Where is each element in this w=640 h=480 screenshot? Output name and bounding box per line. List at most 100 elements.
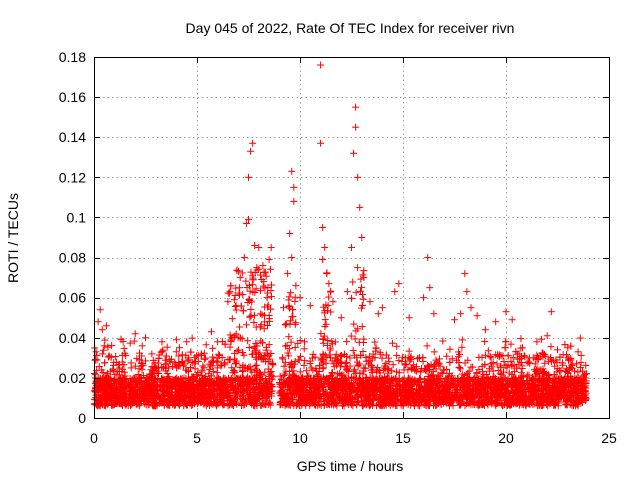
data-point: [500, 358, 508, 366]
data-point: [287, 289, 295, 297]
data-point: [175, 352, 183, 360]
data-point: [238, 269, 246, 277]
data-point: [547, 343, 555, 351]
data-point: [486, 352, 494, 360]
data-point: [501, 344, 509, 352]
data-point: [492, 318, 500, 326]
data-points: [90, 61, 590, 410]
data-point: [192, 358, 200, 366]
data-point: [239, 291, 247, 299]
data-point: [517, 344, 525, 352]
data-point: [484, 347, 492, 355]
data-point: [176, 362, 184, 370]
data-point: [266, 265, 274, 273]
data-point: [574, 368, 582, 376]
data-point: [292, 282, 300, 290]
data-point: [202, 354, 210, 362]
data-point: [232, 306, 240, 314]
data-point: [303, 367, 311, 375]
data-point: [348, 244, 355, 252]
data-point: [231, 292, 239, 300]
data-point: [309, 350, 317, 358]
data-point: [360, 335, 368, 343]
data-point: [331, 338, 339, 346]
data-point: [289, 306, 297, 314]
data-point: [319, 223, 327, 231]
data-point: [252, 365, 260, 373]
data-point: [533, 366, 541, 374]
data-point: [248, 281, 256, 289]
data-point: [395, 280, 403, 288]
data-point: [495, 352, 503, 360]
data-point: [264, 321, 272, 329]
data-point: [419, 354, 427, 362]
data-point: [391, 288, 399, 296]
data-point: [531, 360, 539, 368]
data-point: [265, 256, 273, 264]
data-point: [388, 367, 396, 375]
data-point: [446, 345, 454, 353]
data-point: [199, 362, 207, 370]
data-point: [251, 362, 259, 370]
data-point: [262, 272, 270, 280]
data-point: [502, 308, 510, 316]
data-point: [329, 298, 337, 306]
data-point: [321, 351, 329, 359]
data-point: [501, 386, 509, 394]
data-point: [201, 355, 209, 363]
data-point: [317, 61, 325, 69]
data-point: [455, 363, 463, 371]
data-point: [508, 316, 516, 324]
data-point: [220, 359, 228, 367]
data-point: [232, 360, 240, 368]
data-point: [255, 265, 263, 273]
data-point: [213, 390, 221, 398]
data-point: [482, 351, 490, 359]
data-point: [354, 325, 362, 333]
data-point: [376, 348, 384, 356]
data-point: [180, 360, 188, 368]
data-point: [280, 304, 288, 312]
data-point: [251, 242, 259, 250]
data-point: [481, 338, 489, 346]
data-point: [478, 353, 486, 361]
data-point: [237, 401, 245, 409]
data-point: [322, 320, 330, 328]
data-point: [493, 360, 501, 368]
data-point: [573, 360, 581, 368]
data-point: [301, 357, 309, 365]
data-point: [297, 352, 305, 360]
data-point: [120, 344, 128, 352]
data-point: [172, 336, 180, 344]
data-point: [291, 344, 299, 352]
data-point: [388, 339, 396, 347]
data-point: [175, 344, 183, 352]
data-point: [319, 256, 327, 264]
data-point: [554, 346, 561, 354]
data-point: [325, 293, 333, 301]
data-point: [414, 355, 422, 363]
data-point: [102, 322, 110, 330]
data-point: [539, 365, 547, 373]
data-point: [286, 320, 294, 328]
data-point: [104, 343, 112, 351]
data-point: [467, 304, 475, 312]
data-point: [288, 254, 296, 262]
data-point: [284, 349, 292, 357]
data-point: [350, 149, 358, 157]
data-point: [230, 296, 238, 304]
data-point: [263, 294, 271, 302]
data-point: [359, 370, 367, 378]
data-point: [285, 293, 293, 301]
data-point: [542, 352, 550, 360]
data-point: [247, 312, 255, 320]
data-point: [325, 280, 333, 288]
data-point: [359, 402, 367, 410]
data-point: [280, 362, 288, 370]
data-point: [328, 357, 336, 365]
data-point: [481, 326, 489, 334]
data-point: [517, 335, 525, 343]
data-point: [98, 326, 106, 334]
data-point: [332, 350, 340, 358]
